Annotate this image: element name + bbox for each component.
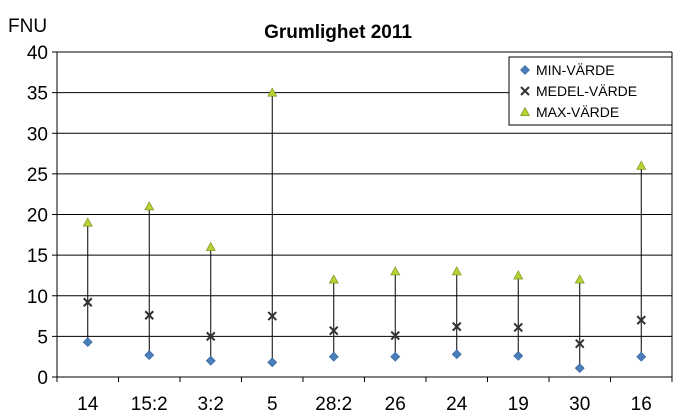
marker-stroke	[83, 297, 93, 307]
data-point-triangle	[513, 270, 524, 280]
data-point-x	[83, 297, 93, 307]
legend-label: MIN-VÄRDE	[536, 62, 615, 78]
x-tick-label: 24	[446, 394, 468, 414]
data-point-triangle	[328, 274, 339, 284]
data-point-triangle	[451, 266, 462, 276]
x-tick-label: 15:2	[131, 394, 168, 414]
legend-marker	[519, 106, 531, 116]
data-point-x	[390, 330, 400, 341]
data-point-diamond	[82, 337, 93, 347]
data-point-triangle	[82, 217, 93, 227]
range-lines	[87, 92, 642, 369]
x-tick-label: 30	[569, 394, 590, 414]
data-point-diamond	[636, 351, 647, 362]
marker-stroke	[390, 330, 400, 341]
axes: 0 5 10 15 20 25 30 35 40 14 15:2 3:2 5 28:2 26 24 19 30 16	[27, 43, 673, 415]
y-axis-label: FNU	[8, 16, 47, 37]
data-point-diamond	[574, 363, 585, 373]
x-tick-label: 19	[508, 394, 529, 414]
data-point-triangle	[574, 274, 585, 284]
grid-lines	[57, 51, 672, 337]
legend-marker	[520, 86, 530, 96]
marker-stroke	[513, 322, 523, 333]
data-point-diamond	[328, 351, 339, 362]
y-tick-label: 15	[27, 246, 48, 267]
marker-stroke	[267, 311, 277, 321]
data-point-x	[206, 331, 216, 342]
y-tick-label: 0	[37, 368, 48, 389]
data-point-x	[267, 311, 277, 321]
data-point-x	[636, 315, 646, 325]
x-tick-label: 14	[77, 394, 99, 414]
data-point-x	[513, 322, 523, 333]
data-point-x	[329, 325, 339, 336]
marker-stroke	[575, 338, 585, 349]
y-tick-label: 5	[37, 327, 48, 348]
legend-box	[508, 56, 673, 126]
x-tick-label: 16	[631, 394, 652, 414]
y-tick-label: 30	[27, 124, 48, 145]
data-point-triangle	[636, 160, 647, 170]
data-point-diamond	[205, 355, 216, 366]
marker-stroke	[329, 325, 339, 336]
y-tick-label: 40	[27, 43, 48, 64]
data-point-triangle	[390, 266, 401, 276]
marker-stroke	[452, 321, 462, 332]
data-point-diamond	[390, 351, 401, 362]
legend-marker	[520, 65, 530, 75]
y-tick-label: 20	[27, 206, 48, 227]
x-tick-label: 3:2	[198, 394, 224, 414]
chart-title: Grumlighet 2011	[264, 22, 412, 43]
x-tick-label: 26	[385, 394, 406, 414]
y-tick-label: 10	[27, 287, 48, 308]
data-point-triangle	[205, 241, 216, 251]
data-point-diamond	[267, 357, 278, 368]
data-markers	[82, 87, 647, 373]
data-point-diamond	[513, 350, 524, 361]
data-point-diamond	[451, 349, 462, 360]
data-point-triangle	[144, 201, 155, 211]
data-point-x	[144, 310, 154, 320]
data-point-diamond	[144, 350, 155, 360]
legend-label: MAX-VÄRDE	[536, 104, 619, 120]
y-tick-label: 35	[27, 84, 48, 105]
legend: MIN-VÄRDE MEDEL-VÄRDE MAX-VÄRDE	[508, 56, 673, 126]
x-tick-label: 5	[267, 394, 278, 414]
marker-stroke	[144, 310, 154, 320]
marker-stroke	[636, 315, 646, 325]
y-tick-label: 25	[27, 165, 48, 186]
legend-label: MEDEL-VÄRDE	[536, 83, 637, 99]
data-point-triangle	[267, 87, 278, 97]
marker-stroke	[520, 86, 530, 96]
data-point-x	[452, 321, 462, 332]
x-tick-label: 28:2	[315, 394, 352, 414]
marker-stroke	[206, 331, 216, 342]
data-point-x	[575, 338, 585, 349]
